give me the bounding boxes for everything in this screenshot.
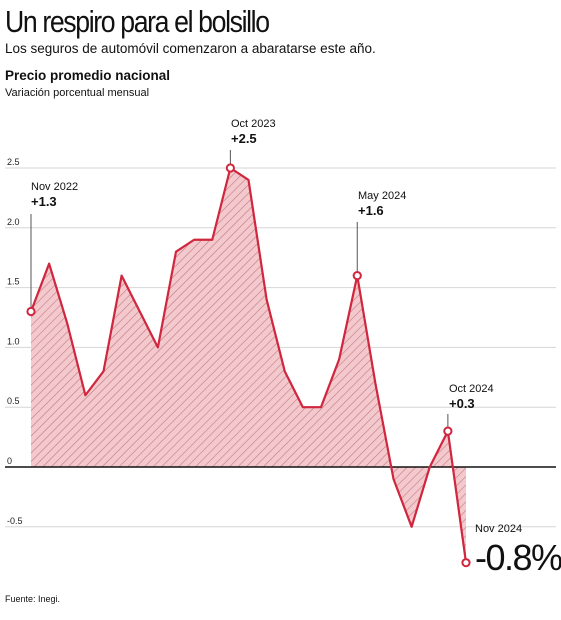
annotation-date: Nov 2022 — [31, 181, 78, 193]
annotation-value: -0.8% — [475, 537, 561, 578]
chart-subtitle: Variación porcentual mensual — [5, 87, 150, 99]
annotation-date: Nov 2024 — [475, 523, 522, 535]
area-fill — [31, 168, 466, 563]
page-subtitle: Los seguros de automóvil comenzaron a ab… — [5, 41, 376, 56]
y-tick-label: 2.5 — [7, 157, 20, 167]
series-line — [29, 166, 468, 563]
annotation-date: Oct 2024 — [449, 383, 494, 395]
highlight-point — [461, 558, 471, 568]
highlight-points — [26, 163, 471, 568]
series-line-path — [29, 166, 468, 563]
grid-lines — [5, 167, 556, 528]
highlight-point — [26, 306, 36, 317]
page-title: Un respiro para el bolsillo — [5, 4, 270, 39]
annotation-value: +0.3 — [449, 396, 475, 411]
y-tick-label: 1.5 — [7, 277, 20, 287]
area-hatch — [31, 168, 466, 563]
annotation-labels: Nov 2022+1.3 Oct 2023+2.5 May 2024+1.6 Oct … — [31, 118, 561, 578]
annotation-value: +2.5 — [231, 131, 257, 146]
y-tick-label: 1.0 — [7, 336, 20, 346]
annotation-date: Oct 2023 — [231, 118, 276, 130]
highlight-point — [352, 271, 362, 281]
source-note: Fuente: Inegi. — [5, 594, 61, 604]
highlight-point — [225, 163, 235, 173]
y-tick-label: 0 — [7, 456, 12, 466]
y-tick-label: 2.0 — [7, 217, 20, 227]
y-tick-label: -0.5 — [7, 516, 23, 526]
annotation-date: May 2024 — [358, 190, 406, 202]
highlight-point — [443, 426, 453, 436]
y-tick-label: 0.5 — [7, 396, 20, 406]
chart-title: Precio promedio nacional — [5, 68, 171, 83]
annotation-value: +1.3 — [31, 194, 57, 209]
annotation-value: +1.6 — [358, 203, 384, 218]
y-tick-labels: 2.5 2.0 1.5 1.0 0.5 0 -0.5 — [7, 157, 23, 526]
